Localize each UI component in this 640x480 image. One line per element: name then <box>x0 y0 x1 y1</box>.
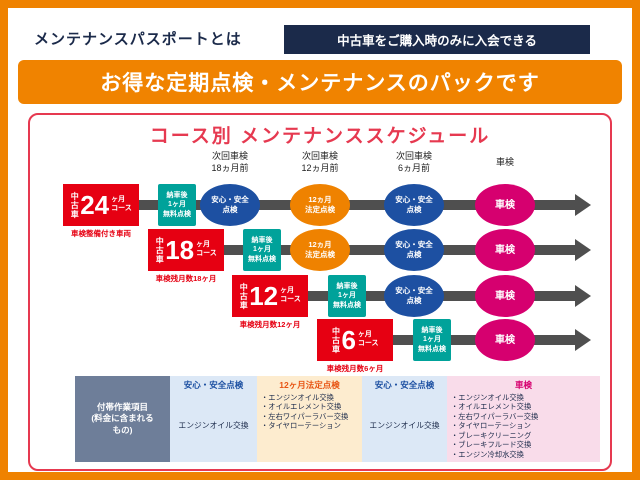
included-work-header: 付帯作業項目 (料金に含まれる もの) <box>75 376 170 462</box>
used-car-label: 中古車 <box>331 326 341 354</box>
course-unit: ヶ月 <box>111 196 126 204</box>
timeline-arrow-head <box>575 329 591 351</box>
course-suffix: ヶ月 コース <box>280 287 301 305</box>
col-title: 安心・安全点検 <box>183 380 244 390</box>
course-word: コース <box>357 340 379 347</box>
delivery-check-box: 納車後 1ヶ月 無料点検 <box>413 319 451 361</box>
course-months: 18 <box>165 235 195 265</box>
timeline-arrow-head <box>575 194 591 216</box>
schedule-panel: コース別 メンテナンススケジュール 次回車検 18ヵ月前 次回車検 12ヵ月前 … <box>28 113 612 471</box>
course-unit: ヶ月 <box>196 241 211 249</box>
timeline-column-header: 次回車検 18ヵ月前 <box>211 151 249 173</box>
col-title: 車検 <box>514 380 532 390</box>
membership-condition-badge: 中古車をご購入時のみに入会できる <box>284 25 590 54</box>
course-months: 6 <box>341 325 356 355</box>
timeline-column-header: 車検 <box>495 157 514 167</box>
col-items: エンジンオイル交換 <box>178 421 249 431</box>
used-car-label: 中古車 <box>239 282 249 310</box>
included-work-col-safety-1: 安心・安全点検 エンジンオイル交換 <box>170 376 257 462</box>
col-items: ・エンジンオイル交換 ・オイルエレメント交換 ・左右ワイパーラバー交換 ・タイヤ… <box>451 393 539 459</box>
legal-check-oval: 12ヵ月 法定点検 <box>290 184 350 226</box>
included-work-col-safety-2: 安心・安全点検 エンジンオイル交換 <box>362 376 447 462</box>
course-suffix: ヶ月 コース <box>358 331 379 349</box>
course-months: 12 <box>249 281 279 311</box>
course-note: 車検残月数12ヶ月 <box>239 320 301 329</box>
course-note: 車検残月数6ヶ月 <box>326 364 384 373</box>
flyer-title: メンテナンスパスポートとは <box>34 31 242 48</box>
course-unit: ヶ月 <box>280 287 295 295</box>
course-box-24: 中古車 24 ヶ月 コース <box>63 184 139 226</box>
included-work-col-shaken: 車検 ・エンジンオイル交換 ・オイルエレメント交換 ・左右ワイパーラバー交換 ・… <box>447 376 600 462</box>
course-word: コース <box>111 205 132 212</box>
col-title: 12ヶ月法定点検 <box>279 380 340 390</box>
delivery-check-box: 納車後 1ヶ月 無料点検 <box>328 275 366 317</box>
course-note: 車検整備付き車両 <box>71 229 131 238</box>
course-suffix: ヶ月 コース <box>196 241 217 259</box>
safety-check-oval: 安心・安全 点検 <box>200 184 260 226</box>
course-box-18: 中古車 18 ヶ月 コース <box>148 229 224 271</box>
legal-check-oval: 12ヵ月 法定点検 <box>290 229 350 271</box>
course-box-6: 中古車 6 ヶ月 コース <box>317 319 393 361</box>
shaken-oval: 車検 <box>475 275 535 317</box>
course-note: 車検残月数18ヶ月 <box>155 274 217 283</box>
course-months: 24 <box>80 190 110 220</box>
timeline-arrow-head <box>575 285 591 307</box>
timeline-column-header: 次回車検 6ヵ月前 <box>395 151 432 173</box>
timeline-arrow-head <box>575 239 591 261</box>
col-items: エンジンオイル交換 <box>369 421 440 431</box>
schedule-title: コース別 メンテナンススケジュール <box>149 126 491 147</box>
timeline-column-header: 次回車検 12ヵ月前 <box>301 151 339 173</box>
course-word: コース <box>196 250 217 257</box>
course-word: コース <box>280 296 301 303</box>
delivery-check-box: 納車後 1ヶ月 無料点検 <box>158 184 196 226</box>
course-unit: ヶ月 <box>357 331 372 339</box>
course-suffix: ヶ月 コース <box>111 196 132 214</box>
used-car-label: 中古車 <box>155 236 165 264</box>
used-car-label: 中古車 <box>70 191 80 219</box>
shaken-oval: 車検 <box>475 229 535 271</box>
safety-check-oval: 安心・安全 点検 <box>384 229 444 271</box>
delivery-check-box: 納車後 1ヶ月 無料点検 <box>243 229 281 271</box>
shaken-oval: 車検 <box>475 184 535 226</box>
col-items: ・エンジンオイル交換 ・オイルエレメント交換 ・左右ワイパーラバー交換 ・タイヤ… <box>261 393 349 431</box>
shaken-oval: 車検 <box>475 319 535 361</box>
included-work-col-legal: 12ヶ月法定点検 ・エンジンオイル交換 ・オイルエレメント交換 ・左右ワイパーラ… <box>257 376 362 462</box>
col-title: 安心・安全点検 <box>374 380 435 390</box>
safety-check-oval: 安心・安全 点検 <box>384 275 444 317</box>
pack-banner: お得な定期点検・メンテナンスのパックです <box>18 60 622 104</box>
safety-check-oval: 安心・安全 点検 <box>384 184 444 226</box>
course-box-12: 中古車 12 ヶ月 コース <box>232 275 308 317</box>
timeline-arrow-bar <box>137 200 575 210</box>
